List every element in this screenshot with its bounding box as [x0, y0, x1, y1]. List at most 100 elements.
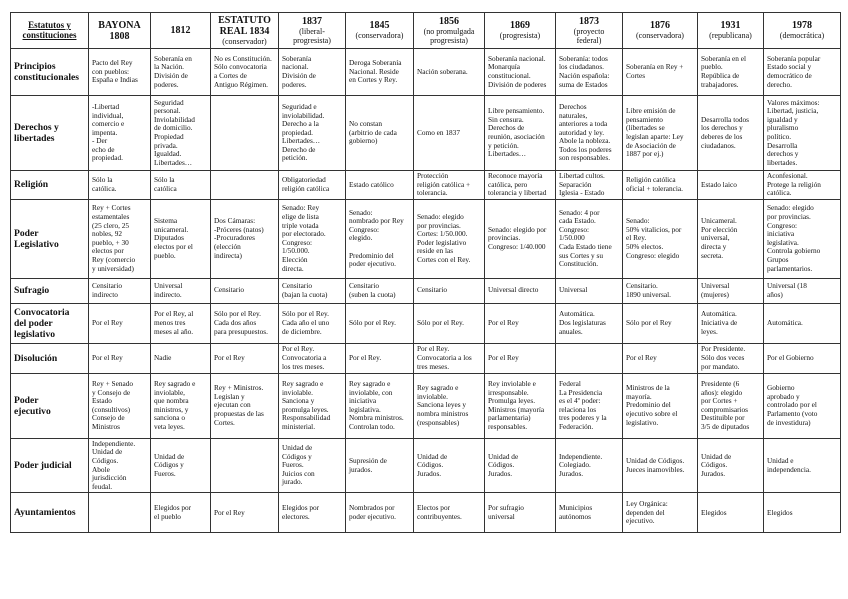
column-title: 1845 — [369, 20, 390, 32]
table-cell: Soberanía popular Estado social y democr… — [763, 48, 841, 96]
table-cell: Senado: elegido por provincias. Congreso… — [763, 198, 841, 279]
table-cell — [88, 492, 151, 534]
column-subtitle: (conservadora) — [355, 31, 404, 41]
table-cell: Senado: nombrado por Rey Congreso: elegi… — [345, 198, 414, 279]
table-cell: Protección religión católica + toleranci… — [413, 170, 485, 200]
column-header: 1837 (liberal- progresista) — [278, 12, 346, 49]
table-cell: Unidad de Códigos. Jurados. — [413, 437, 485, 494]
table-cell: Censitario indirecto — [88, 277, 151, 304]
table-cell: Como en 1837 — [413, 95, 485, 171]
table-row: Poder Legislativo Rey + Cortes estamental… — [10, 198, 841, 279]
table-cell: Soberanía en Rey + Cortes — [622, 48, 698, 96]
table-cell: Por el Rey — [88, 342, 151, 374]
row-label: Principios constitucionales — [10, 48, 89, 96]
table-cell: Rey sagrado e inviolable. Sanciona y pro… — [278, 372, 346, 439]
table-header: Estatutos y constituciones BAYONA 1808 18… — [10, 12, 841, 49]
table-cell: Municipios autónomos — [555, 492, 623, 534]
table-cell: No es Constitución. Sólo convocatoria a … — [210, 48, 279, 96]
table-cell: Unidad de Códigos. Jurados. — [484, 437, 556, 494]
table-cell — [555, 342, 623, 374]
column-header: ESTATUTO REAL 1834 (conservador) — [210, 12, 279, 49]
table-cell: Por el Rey. Convocatoria a los tres mese… — [413, 342, 485, 374]
table-cell: Estado católico — [345, 170, 414, 200]
table-cell: Dos Cámaras: -Próceres (natos) -Procurad… — [210, 198, 279, 279]
table-cell: Unidad e independencia. — [763, 437, 841, 494]
table-cell: Presidente (6 años): elegido por Cortes … — [697, 372, 764, 439]
table-cell: Rey inviolable e irresponsable. Promulga… — [484, 372, 556, 439]
table-cell: Nación soberana. — [413, 48, 485, 96]
table-cell: Universal (mujeres) — [697, 277, 764, 304]
table-cell: Censitario. 1890 universal. — [622, 277, 698, 304]
row-label: Convocatoria del poder legislativo — [10, 302, 89, 344]
table-cell: Por el Rey — [484, 342, 556, 374]
table-cell: Automática. Dos legislaturas anuales. — [555, 302, 623, 344]
table-cell: Elegidos por el pueblo — [150, 492, 211, 534]
table-row: Disolución Por el Rey Nadie Por el Rey Por e… — [10, 342, 841, 374]
table-row: Derechos y libertades -Libertad individua… — [10, 95, 841, 171]
table-cell: Ley Orgánica: dependen del ejecutivo. — [622, 492, 698, 534]
table-cell: Unidad de Códigos y Fueros. Juicios con … — [278, 437, 346, 494]
column-header: 1812 — [150, 12, 211, 49]
row-label: Disolución — [10, 342, 89, 374]
table-cell: Derechos naturales, anteriores a toda au… — [555, 95, 623, 171]
table-cell: Sólo la católica. — [88, 170, 151, 200]
column-subtitle: (proyecto federal) — [573, 26, 605, 46]
table-cell: Senado: 4 por cada Estado. Congreso: 1/5… — [555, 198, 623, 279]
table-cell: Rey + Senado y Consejo de Estado (consul… — [88, 372, 151, 439]
table-cell: Censitario (suben la cuota) — [345, 277, 414, 304]
table-cell: Electos por contribuyentes. — [413, 492, 485, 534]
table-cell: Supresión de jurados. — [345, 437, 414, 494]
table-cell: Aconfesional. Protege la religión católi… — [763, 170, 841, 200]
table-cell: Senado: Rey elige de lista triple votada… — [278, 198, 346, 279]
column-subtitle: (no promulgada progresista) — [423, 26, 475, 46]
table-cell: Desarrolla todos los derechos y deberes … — [697, 95, 764, 171]
table-cell: Por el Rey — [210, 342, 279, 374]
column-title: 1856 — [439, 15, 459, 27]
table-cell: Independiente. Unidad de Códigos. Abole … — [88, 437, 151, 494]
table-cell: Soberanía: todos los ciudadanos. Nación … — [555, 48, 623, 96]
table-row: Ayuntamientos Elegidos por el pueblo Por e… — [10, 492, 841, 534]
column-title: 1812 — [170, 25, 191, 36]
table-cell: Soberanía nacional. División de poderes. — [278, 48, 346, 96]
column-title: ESTATUTO REAL 1834 — [218, 14, 271, 37]
table-cell: Libre emisión de pensamiento (libertades… — [622, 95, 698, 171]
table-body: Principios constitucionales Pacto del Rey… — [10, 48, 841, 534]
column-header: 1869 (progresista) — [484, 12, 556, 49]
column-title: 1978 — [792, 20, 812, 32]
corner-label: Estatutos y constituciones — [10, 12, 89, 49]
table-cell: Independiente. Colegiado. Jurados. — [555, 437, 623, 494]
column-header: 1856 (no promulgada progresista) — [413, 12, 485, 49]
table-cell: Libertad cultos. Separación Iglesia - Es… — [555, 170, 623, 200]
table-cell: Valores máximos: Libertad, justicia, igu… — [763, 95, 841, 171]
table-cell: Sólo por el Rey — [622, 302, 698, 344]
table-cell: Censitario — [413, 277, 485, 304]
table-cell: Sistema unicameral. Diputados electos po… — [150, 198, 211, 279]
table-cell: Reconoce mayoría católica, pero toleranc… — [484, 170, 556, 200]
header-row: Estatutos y constituciones BAYONA 1808 18… — [10, 12, 841, 49]
table-cell: Seguridad personal. Inviolabilidad de do… — [150, 95, 211, 171]
row-label: Sufragio — [10, 277, 89, 304]
table-cell: Ministros de la mayoría. Predominio del … — [622, 372, 698, 439]
table-cell: Universal directo — [484, 277, 556, 304]
table-cell: Por el Rey — [210, 492, 279, 534]
column-title: 1931 — [720, 20, 741, 32]
column-header: 1873 (proyecto federal) — [555, 12, 623, 49]
column-subtitle: (republicana) — [709, 31, 752, 41]
column-header: BAYONA 1808 — [88, 12, 151, 49]
row-label: Religión — [10, 170, 89, 200]
column-subtitle: (liberal- progresista) — [293, 26, 331, 46]
column-subtitle: (progresista) — [499, 31, 541, 41]
column-title: 1869 — [510, 20, 530, 32]
table-cell: Sólo por el Rey. — [413, 302, 485, 344]
table-cell: Seguridad e inviolabilidad. Derecho a la… — [278, 95, 346, 171]
table-cell: -Libertad individual, comercio e impenta… — [88, 95, 151, 171]
table-cell: Soberanía nacional. Monarquía constituci… — [484, 48, 556, 96]
table-cell: Sólo por el Rey. Cada dos años para pres… — [210, 302, 279, 344]
table-cell: Deroga Soberanía Nacional. Reside en Cor… — [345, 48, 414, 96]
table-cell: Federal La Presidencia es el 4º poder: r… — [555, 372, 623, 439]
constitutions-comparison-table: Estatutos y constituciones BAYONA 1808 18… — [10, 12, 841, 534]
table-cell: Unidad de Códigos. Jueces inamovibles. — [622, 437, 698, 494]
table-cell: Soberanía en la Nación. División de pode… — [150, 48, 211, 96]
table-row: Convocatoria del poder legislativo Por el… — [10, 302, 841, 344]
column-header: 1978 (democrática) — [763, 12, 841, 49]
